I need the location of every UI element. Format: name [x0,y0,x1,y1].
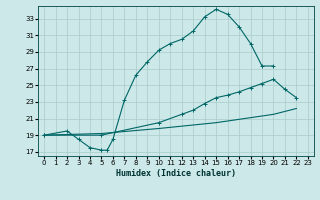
X-axis label: Humidex (Indice chaleur): Humidex (Indice chaleur) [116,169,236,178]
